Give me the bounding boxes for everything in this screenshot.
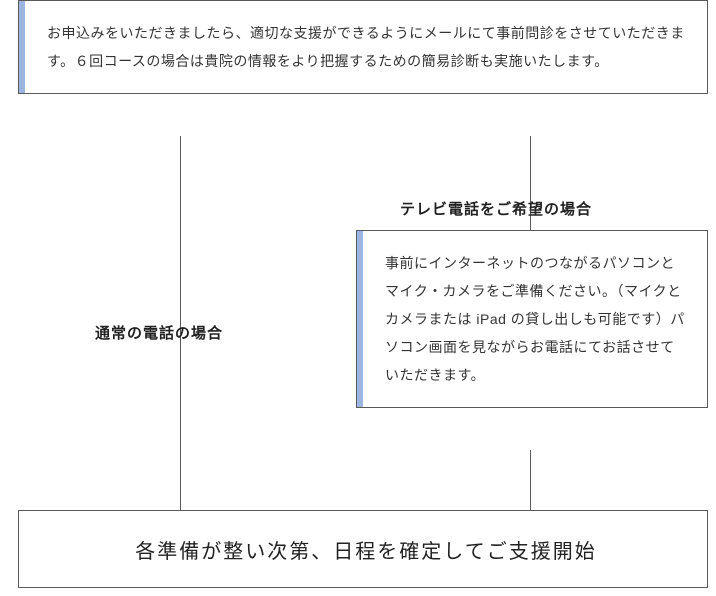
step-box-final: 各準備が整い次第、日程を確定してご支援開始 (18, 510, 708, 588)
tv-phone-text: 事前にインターネットのつながるパソコンとマイク・カメラをご準備ください。（マイク… (363, 231, 707, 407)
final-text: 各準備が整い次第、日程を確定してご支援開始 (25, 535, 707, 564)
intro-text: お申込みをいただきましたら、適切な支援ができるようにメールにて事前問診をさせてい… (25, 1, 707, 93)
connector-line-right-lower (530, 450, 531, 510)
branch-heading-normal-phone: 通常の電話の場合 (95, 322, 223, 343)
step-box-intro: お申込みをいただきましたら、適切な支援ができるようにメールにて事前問診をさせてい… (18, 0, 708, 94)
branch-heading-tv-phone: テレビ電話をご希望の場合 (400, 198, 592, 219)
step-box-tv-phone: 事前にインターネットのつながるパソコンとマイク・カメラをご準備ください。（マイク… (356, 230, 708, 408)
